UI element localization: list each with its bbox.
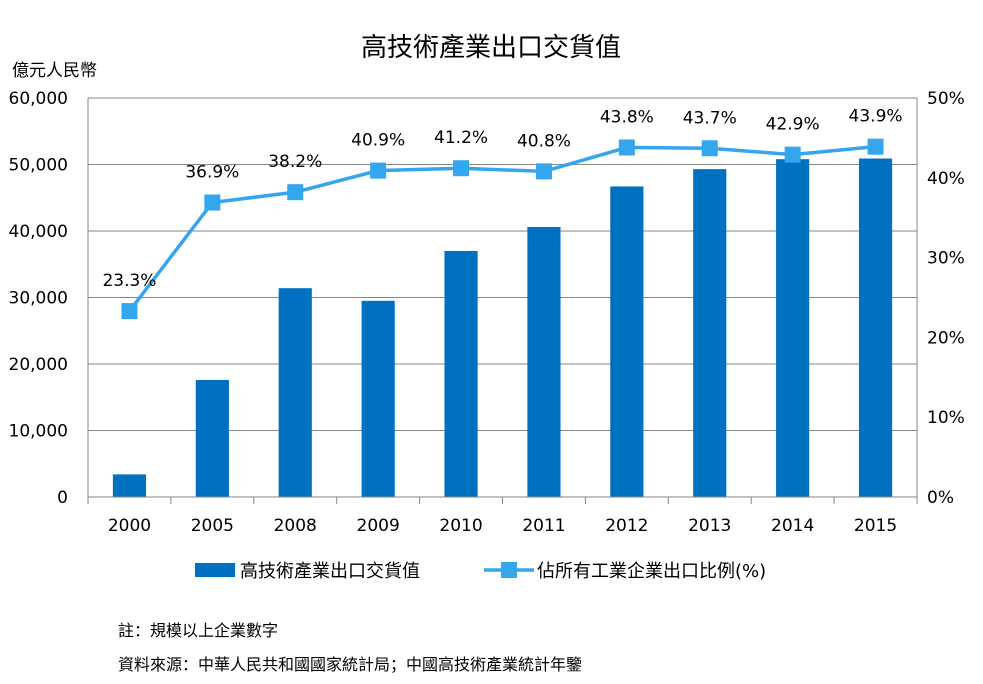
axes: 0 10,000 20,000 30,000 40,000 50,000 60,000 0% 1… xyxy=(9,89,965,536)
data-label: 40.8% xyxy=(517,131,571,151)
line-point xyxy=(204,194,221,211)
line-point xyxy=(453,160,470,177)
x-tick-label: 2005 xyxy=(191,516,234,536)
y-right-tick-label: 40% xyxy=(927,169,965,189)
legend-bar-label: 高技術產業出口交貨值 xyxy=(240,561,420,582)
data-label: 36.9% xyxy=(185,163,239,183)
line-path xyxy=(128,144,876,313)
bar xyxy=(776,159,810,497)
line-point xyxy=(867,138,884,155)
x-tick-label: 2000 xyxy=(108,516,151,536)
bar xyxy=(195,379,229,497)
x-tick-label: 2014 xyxy=(771,516,814,536)
y-left-tick-label: 30,000 xyxy=(9,289,68,309)
line-point xyxy=(287,184,304,201)
y-right-tick-label: 50% xyxy=(927,89,965,109)
line-point xyxy=(370,162,387,179)
bar xyxy=(527,227,561,497)
bar xyxy=(693,169,727,497)
bar xyxy=(610,186,644,497)
x-tick-label: 2013 xyxy=(688,516,731,536)
bar xyxy=(361,300,395,497)
legend-bar-swatch xyxy=(195,563,235,577)
x-tick-label: 2011 xyxy=(522,516,565,536)
legend-line-marker xyxy=(501,562,517,578)
data-label: 43.9% xyxy=(849,107,903,127)
line-point xyxy=(701,140,718,157)
y-right-tick-label: 10% xyxy=(927,408,965,428)
y-right-tick-label: 30% xyxy=(927,249,965,269)
chart-title: 高技術產業出口交貨值 xyxy=(361,33,621,63)
data-label: 38.2% xyxy=(268,152,322,172)
data-label: 40.9% xyxy=(351,131,405,151)
footnote-source: 資料來源：中華人民共和國國家統計局；中國高技術產業統計年鑒 xyxy=(118,655,583,674)
line-point xyxy=(784,146,801,163)
y-left-tick-label: 10,000 xyxy=(9,422,68,442)
bar xyxy=(444,250,478,497)
legend-line-label: 佔所有工業企業出口比例(%) xyxy=(537,561,766,582)
bar xyxy=(278,288,312,497)
y-left-tick-label: 40,000 xyxy=(9,222,68,242)
bar xyxy=(112,474,147,497)
bar-series xyxy=(112,158,893,497)
x-tick-label: 2012 xyxy=(605,516,648,536)
data-label: 42.9% xyxy=(766,115,820,135)
line-point xyxy=(618,139,635,156)
line-point xyxy=(121,303,138,320)
footnote-note: 註：規模以上企業數字 xyxy=(118,621,279,640)
line-point xyxy=(535,163,552,180)
x-tick-label: 2010 xyxy=(439,516,482,536)
data-label: 23.3% xyxy=(102,271,156,291)
y-left-tick-label: 20,000 xyxy=(9,355,68,375)
data-label: 43.8% xyxy=(600,107,654,127)
y-right-tick-label: 20% xyxy=(927,328,965,348)
y-right-tick-label: 0% xyxy=(927,488,954,508)
y-left-tick-label: 50,000 xyxy=(9,156,68,176)
data-label: 43.7% xyxy=(683,108,737,128)
line-series: 23.3% 36.9% 38.2% 40.9% 41.2% 40.8% 43.8% 43.7%… xyxy=(102,107,903,320)
legend: 高技術產業出口交貨值 佔所有工業企業出口比例(%) xyxy=(195,561,766,582)
x-tick-label: 2009 xyxy=(357,516,400,536)
y-left-tick-label: 60,000 xyxy=(9,89,68,109)
y-left-tick-label: 0 xyxy=(57,488,68,508)
x-tick-label: 2008 xyxy=(274,516,317,536)
left-axis-unit: 億元人民幣 xyxy=(12,61,97,81)
x-tick-label: 2015 xyxy=(854,516,897,536)
chart: 高技術產業出口交貨值 億元人民幣 0 10,000 20,000 30,000 40,0… xyxy=(9,33,965,582)
bar xyxy=(858,158,893,497)
data-label: 41.2% xyxy=(434,128,488,148)
